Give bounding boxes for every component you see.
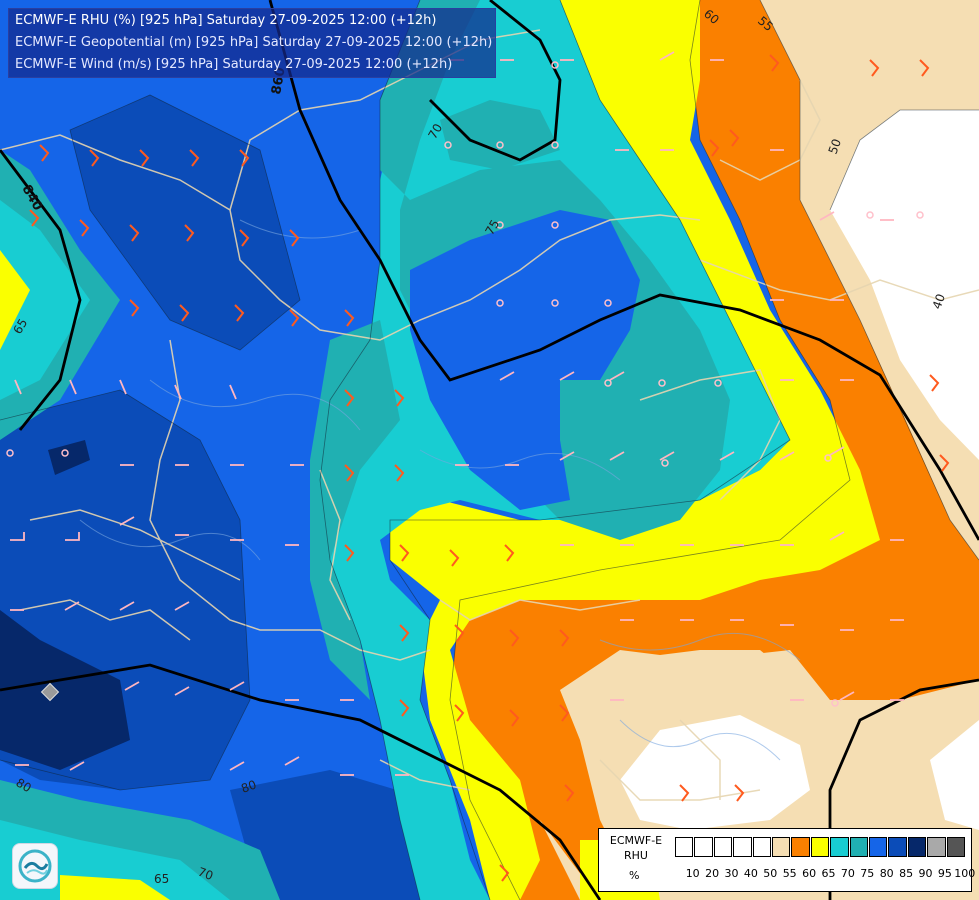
wind-title: ECMWF-E Wind (m/s) [925 hPa] Saturday 27… [15, 57, 453, 72]
country-borders [0, 29, 979, 801]
rhu-legend: ECMWF-E RHU % 10 20 30 40 50 55 60 65 70 75 80 85 90… [598, 828, 976, 892]
legend-tick-label: 50 [763, 867, 778, 880]
rhu-contour-label: 65 [10, 316, 30, 336]
rhu-65-region [60, 875, 170, 900]
rhu-85-region [70, 95, 300, 350]
rhu-contour-label: 70 [196, 865, 215, 883]
ecmwf-wave-logo-icon [12, 843, 58, 889]
rhu-75-region [440, 100, 560, 170]
rhu-85-region [230, 770, 440, 900]
rhu-contour-label: 65 [154, 872, 169, 886]
legend-tick-label: 75 [860, 867, 875, 880]
rhu-50-region [930, 720, 979, 830]
legend-tick-label: 20 [705, 867, 720, 880]
legend-tick-label: 70 [840, 867, 855, 880]
legend-swatch [869, 837, 888, 857]
wind-barbs-pink [10, 51, 904, 776]
legend-tick-label: 90 [918, 867, 933, 880]
legend-tick-label: 80 [879, 867, 894, 880]
legend-swatch [694, 837, 713, 857]
legend-swatch [927, 837, 946, 857]
geopotential-title: ECMWF-E Geopotential (m) [925 hPa] Satur… [15, 35, 493, 50]
legend-swatch [810, 837, 830, 857]
rhu-70-region [0, 200, 90, 400]
rhu-contour-label: 40 [930, 292, 948, 311]
legend-swatch [830, 837, 849, 857]
rhu-contour-label: 50 [826, 137, 844, 156]
legend-model: ECMWF-E [609, 834, 663, 847]
legend-tick-label: 65 [821, 867, 836, 880]
calm-markers [6, 61, 924, 707]
legend-tick-label: 55 [782, 867, 797, 880]
legend-tick-label: 60 [802, 867, 817, 880]
legend-swatch [946, 837, 965, 857]
legend-swatch [888, 837, 907, 857]
legend-units: % [629, 869, 640, 882]
legend-swatch [713, 837, 733, 857]
legend-tick-label: 85 [899, 867, 914, 880]
rhu-contour-label: 75 [482, 217, 502, 237]
rhu-50-region [620, 715, 810, 830]
rhu-80-region [410, 210, 640, 510]
legend-tick-label: 10 [685, 867, 700, 880]
legend-label: ECMWF-E RHU [601, 833, 671, 863]
legend-swatch [752, 837, 771, 857]
rhu-50-region [830, 110, 979, 460]
rhu-contour-label: 80 [14, 775, 34, 795]
rhu-65-region [390, 0, 880, 900]
wind-barbs-orange [29, 54, 950, 882]
legend-tick-label: 40 [743, 867, 758, 880]
rhu-contour-label: 70 [425, 121, 445, 141]
rhu-title: ECMWF-E RHU (%) [925 hPa] Saturday 27-09… [15, 13, 437, 28]
legend-swatch [733, 837, 752, 857]
rhu-contour-label: 80 [239, 777, 258, 795]
legend-variable: RHU [624, 849, 648, 862]
legend-swatch [772, 837, 791, 857]
rhu-90-region [48, 440, 90, 475]
rhu-90-region [0, 610, 130, 770]
rhu-75-region [310, 320, 400, 700]
legend-swatch [675, 837, 694, 857]
rhu-60-region [450, 0, 979, 900]
legend-swatch [791, 837, 810, 857]
legend-tick-label: 100 [954, 867, 976, 880]
rhu-65-region [0, 250, 30, 350]
legend-swatch [849, 837, 868, 857]
legend-tick-label: 95 [937, 867, 952, 880]
contour-label-texts: 60 55 50 40 70 75 65 80 80 70 65 [10, 7, 948, 886]
map-title-panel: ECMWF-E RHU (%) [925 hPa] Saturday 27-09… [8, 8, 496, 78]
legend-tick-label: 30 [724, 867, 739, 880]
city-marker [40, 682, 60, 702]
legend-swatch [907, 837, 927, 857]
